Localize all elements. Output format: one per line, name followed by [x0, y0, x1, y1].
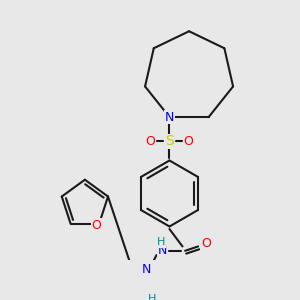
Text: S: S	[165, 134, 174, 148]
Text: H: H	[148, 294, 156, 300]
Text: N: N	[158, 244, 167, 257]
Text: O: O	[184, 135, 194, 148]
Text: O: O	[92, 219, 101, 232]
Text: H: H	[157, 237, 165, 247]
Text: N: N	[142, 263, 152, 276]
Text: O: O	[146, 135, 155, 148]
Text: O: O	[201, 237, 211, 250]
Text: N: N	[165, 111, 174, 124]
